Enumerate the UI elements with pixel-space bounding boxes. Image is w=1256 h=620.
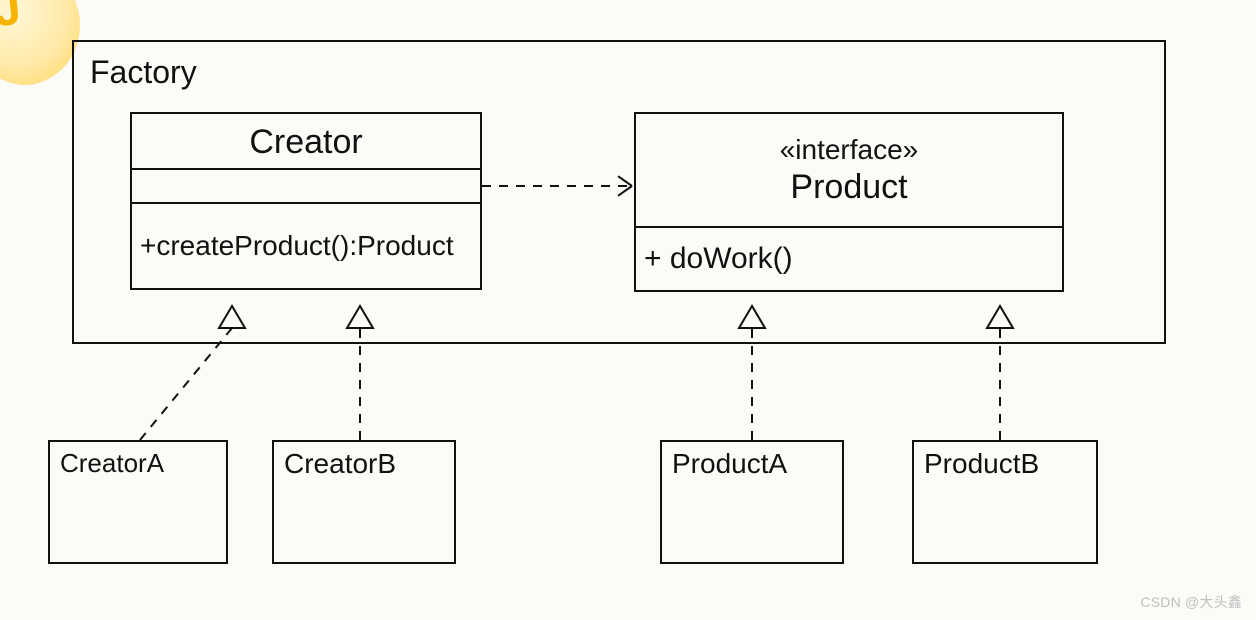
class-creator-attrs-empty [132,170,480,204]
interface-product-header: «interface» Product [636,114,1062,228]
class-creator-method: +createProduct():Product [132,204,480,288]
class-creator-title: Creator [132,114,480,170]
page-corner-decoration-glyph: J [0,0,24,38]
interface-product-title: Product [636,168,1062,207]
class-creatorA-title: CreatorA [50,442,226,479]
class-creatorB: CreatorB [272,440,456,564]
class-productB: ProductB [912,440,1098,564]
diagram-canvas: { "diagram": { "type": "uml-class-diagra… [0,0,1256,620]
class-productA-title: ProductA [662,442,842,480]
class-productB-title: ProductB [914,442,1096,480]
class-creatorB-title: CreatorB [274,442,454,480]
interface-product-stereotype: «interface» [636,134,1062,166]
interface-product-method: + doWork() [636,228,1062,290]
interface-product: «interface» Product + doWork() [634,112,1064,292]
class-creator: Creator +createProduct():Product [130,112,482,290]
watermark: CSDN @大头鑫 [1140,592,1242,612]
class-creatorA: CreatorA [48,440,228,564]
package-factory-label: Factory [90,54,197,91]
class-productA: ProductA [660,440,844,564]
